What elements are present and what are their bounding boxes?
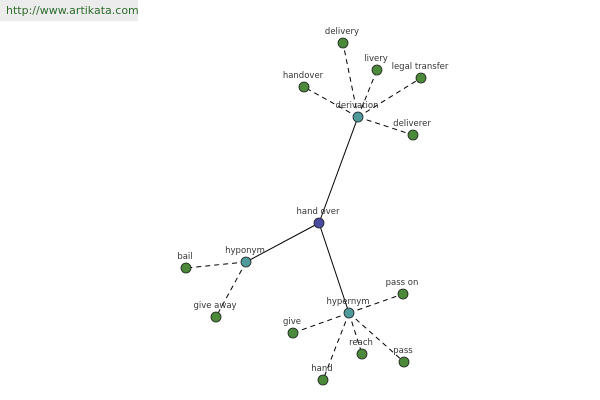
- node-label: pass on: [386, 278, 419, 288]
- word-node[interactable]: [415, 72, 427, 84]
- word-node[interactable]: [337, 37, 349, 49]
- word-node[interactable]: [407, 129, 419, 141]
- node-label: hypernym: [326, 297, 369, 307]
- word-node[interactable]: [313, 217, 325, 229]
- word-edge: [185, 261, 247, 269]
- word-node[interactable]: [356, 348, 368, 360]
- node-label: hand over: [296, 207, 340, 217]
- word-edge: [292, 312, 350, 334]
- word-node[interactable]: [317, 374, 329, 386]
- word-node[interactable]: [240, 256, 252, 268]
- node-label: bail: [177, 252, 192, 262]
- node-label: livery: [364, 54, 388, 64]
- word-edge: [215, 261, 247, 318]
- word-node[interactable]: [180, 262, 192, 274]
- word-edge: [303, 86, 359, 118]
- node-label: legal transfer: [392, 62, 449, 72]
- relation-edge: [318, 116, 359, 224]
- word-edge: [342, 42, 359, 118]
- word-edge: [357, 77, 422, 118]
- node-label: handover: [283, 71, 324, 81]
- word-node[interactable]: [298, 81, 310, 93]
- relation-edge: [245, 222, 320, 263]
- word-node[interactable]: [371, 64, 383, 76]
- word-edge: [322, 312, 350, 381]
- node-label: delivery: [325, 27, 359, 37]
- node-label: pass: [393, 346, 413, 356]
- relation-edge: [318, 222, 350, 314]
- word-node[interactable]: [210, 311, 222, 323]
- site-url[interactable]: http://www.artikata.com: [0, 0, 139, 21]
- word-edge: [348, 293, 404, 314]
- word-edge: [348, 312, 363, 355]
- word-node[interactable]: [398, 356, 410, 368]
- word-node[interactable]: [352, 111, 364, 123]
- node-label: give away: [193, 301, 236, 311]
- word-node[interactable]: [343, 307, 355, 319]
- word-node[interactable]: [397, 288, 409, 300]
- node-label: hand: [311, 364, 332, 374]
- node-label: give: [283, 317, 301, 327]
- node-label: hyponym: [225, 246, 265, 256]
- node-label: derivation: [335, 101, 378, 111]
- word-edge: [357, 116, 414, 136]
- word-edge: [348, 312, 405, 363]
- node-label: deliverer: [393, 119, 431, 129]
- node-label: reach: [349, 338, 373, 348]
- word-node[interactable]: [287, 327, 299, 339]
